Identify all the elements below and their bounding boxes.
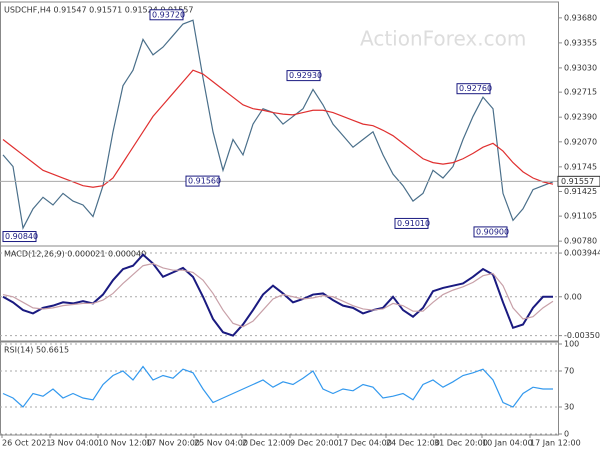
series-line: [2, 253, 553, 337]
y-tick-label: 100: [564, 340, 579, 349]
x-tick-label: 17 Nov 20:00: [146, 439, 200, 448]
series-line: [2, 365, 553, 408]
last-price-box: [557, 175, 600, 187]
y-tick-label: 70: [564, 367, 574, 376]
annotation-label: 0.92930: [289, 71, 322, 80]
annotation-box: [456, 83, 491, 95]
y-tick-label: 0.92715: [564, 88, 597, 97]
x-tick-label: 17 Dec 04:00: [338, 439, 392, 448]
y-tick-label: 0.00: [564, 292, 582, 301]
x-tick-label: 2 Dec 12:00: [242, 439, 291, 448]
y-tick-label: 0.93030: [564, 63, 597, 72]
y-tick-label: 0.92390: [564, 113, 597, 122]
annotation-box: [2, 231, 37, 243]
x-tick-label: 10 Nov 12:00: [98, 439, 152, 448]
x-tick-label: 24 Dec 12:00: [386, 439, 440, 448]
y-tick-label: 0.93355: [564, 38, 597, 47]
y-tick-label: 0.90780: [564, 237, 597, 246]
y-tick-label: -0.003506: [564, 331, 600, 340]
x-tick-label: 17 Jan 12:00: [530, 439, 581, 448]
annotation-label: 0.92760: [459, 84, 492, 93]
annotation-label: 0.90900: [476, 227, 509, 236]
series-line: [2, 69, 554, 188]
panel-title: USDCHF,H4 0.91547 0.91571 0.91524 0.9155…: [4, 6, 193, 15]
panel-title: MACD(12,26,9) 0.000021 0.000040: [4, 250, 146, 259]
annotation-box: [394, 217, 429, 229]
series-line: [2, 19, 554, 230]
panel-title: RSI(14) 50.6615: [4, 346, 69, 355]
y-tick-label: 0.003944: [564, 249, 600, 258]
annotation-box: [473, 226, 508, 238]
series-line: [2, 262, 554, 328]
x-tick-label: 31 Dec 20:00: [434, 439, 488, 448]
x-tick-label: 10 Jan 04:00: [482, 439, 533, 448]
x-tick-label: 9 Dec 20:00: [290, 439, 339, 448]
annotation-box: [149, 9, 184, 21]
y-tick-label: 0.91425: [564, 187, 597, 196]
y-tick-label: 0.92070: [564, 137, 597, 146]
y-tick-label: 0: [564, 430, 569, 439]
y-tick-label: 0.91745: [564, 162, 597, 171]
annotation-label: 0.93720: [152, 10, 185, 19]
annotation-label: 0.91010: [397, 219, 430, 228]
watermark: ActionForex.com: [360, 27, 526, 51]
y-tick-label: 0.91105: [564, 212, 597, 221]
panel-frame: [0, 245, 559, 342]
annotation-label: 0.90840: [5, 232, 38, 241]
annotation-box: [185, 175, 220, 187]
last-price-label: 0.91557: [561, 177, 594, 186]
y-tick-label: 30: [564, 403, 574, 412]
x-tick-label: 25 Nov 04:00: [194, 439, 248, 448]
annotation-label: 0.91560: [188, 177, 221, 186]
panel-frame: [0, 341, 559, 436]
x-tick-label: 26 Oct 2021: [2, 439, 51, 448]
x-tick-label: 3 Nov 04:00: [50, 439, 99, 448]
y-tick-label: 0.93680: [564, 13, 597, 22]
annotation-box: [286, 70, 321, 82]
